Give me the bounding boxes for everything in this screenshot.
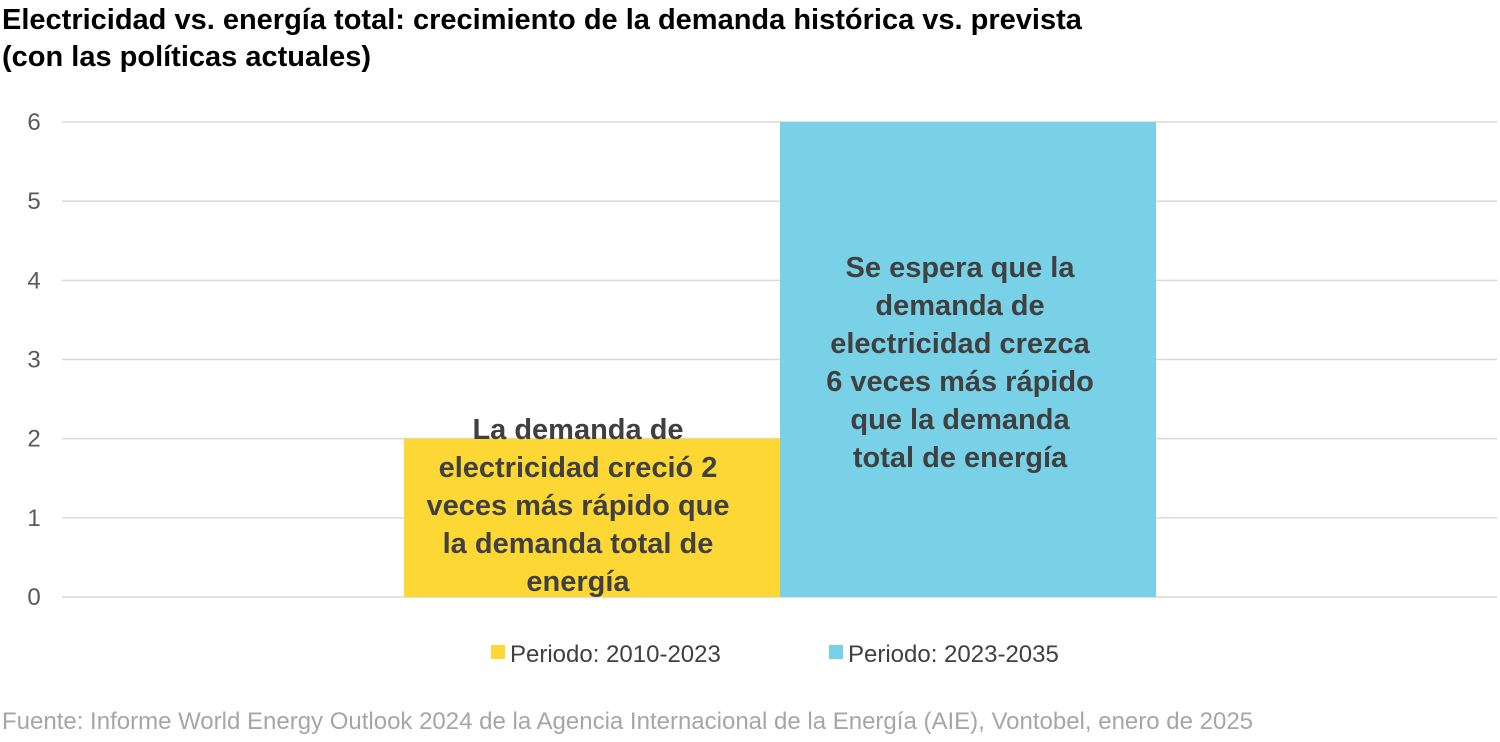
bar-annotation-line: electricidad crezca — [830, 328, 1090, 360]
bar-annotation-line: electricidad creció 2 — [439, 452, 718, 484]
y-tick-label: 0 — [27, 584, 40, 611]
legend-swatch — [829, 645, 843, 659]
chart-title-line-1: Electricidad vs. energía total: crecimie… — [2, 4, 1082, 36]
y-tick-label: 2 — [27, 426, 40, 453]
bar-annotation-line: La demanda de — [472, 414, 683, 446]
legend-label: Periodo: 2010-2023 — [510, 641, 721, 668]
y-tick-label: 6 — [27, 109, 40, 136]
bar-annotation-line: que la demanda — [850, 404, 1070, 436]
bar-annotation-line: energía — [526, 566, 630, 598]
bar-periodo-2010-2023 — [404, 438, 780, 597]
bar-annotation-line: demanda de — [875, 290, 1044, 322]
legend-swatch — [491, 645, 505, 659]
y-tick-label: 3 — [27, 347, 40, 374]
bar-periodo-2023-2035 — [780, 122, 1156, 597]
legend-label: Periodo: 2023-2035 — [848, 641, 1059, 668]
chart-title: Electricidad vs. energía total: crecimie… — [2, 2, 1302, 76]
bar-annotation-line: veces más rápido que — [426, 490, 729, 522]
bar-annotation-line: total de energía — [853, 442, 1068, 474]
y-tick-label: 4 — [27, 267, 40, 294]
bar-annotation-line: Se espera que la — [846, 252, 1076, 284]
bar-annotation-line: la demanda total de — [443, 528, 714, 560]
source-note: Fuente: Informe World Energy Outlook 202… — [2, 708, 1254, 735]
bar-annotation-line: 6 veces más rápido — [826, 366, 1094, 398]
y-tick-label: 5 — [27, 188, 40, 215]
y-tick-label: 1 — [27, 505, 40, 532]
chart-title-line-2: (con las políticas actuales) — [2, 41, 372, 73]
